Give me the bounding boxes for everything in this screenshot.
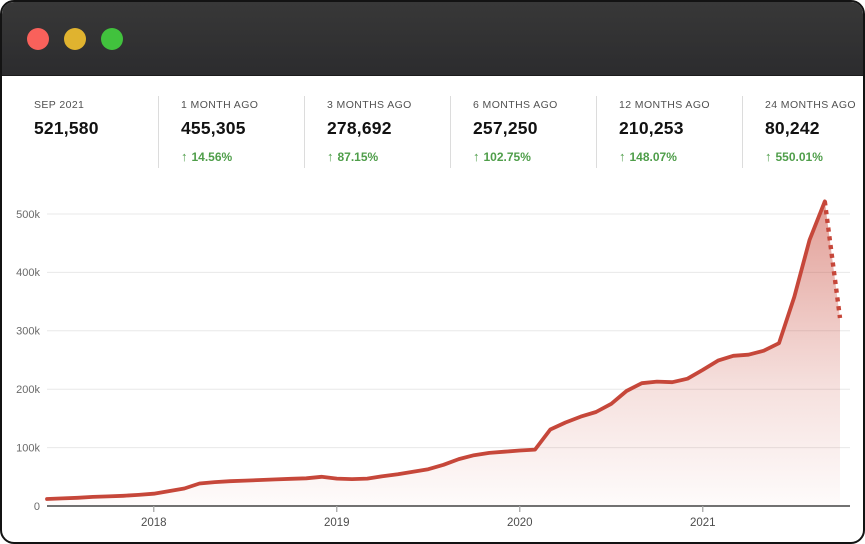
up-arrow-icon: ↑ [765, 149, 772, 164]
up-arrow-icon: ↑ [327, 149, 334, 164]
stat-card: 3 MONTHS AGO 278,692 ↑ 87.15% [304, 96, 450, 168]
y-axis-label: 400k [16, 267, 40, 279]
y-axis-label: 0 [34, 501, 40, 513]
stat-change: ↑ 148.07% [619, 149, 742, 164]
stat-period-label: 24 MONTHS AGO [765, 99, 856, 111]
chart-line [45, 199, 827, 501]
stat-change: ↑ 87.15% [327, 149, 450, 164]
stat-value: 257,250 [473, 118, 538, 138]
stat-period-label: 12 MONTHS AGO [619, 99, 710, 111]
stat-change-value: 14.56% [191, 150, 233, 164]
stat-value: 455,305 [181, 118, 246, 138]
stat-value: 210,253 [619, 118, 684, 138]
stat-change: ↑ 14.56% [181, 149, 304, 164]
up-arrow-icon: ↑ [181, 149, 188, 164]
stat-change-value: 148.07% [629, 150, 677, 164]
projection-dotted-line [822, 201, 843, 319]
x-axis-label: 2018 [141, 517, 167, 529]
window-titlebar [2, 2, 863, 76]
stat-change: ↑ 550.01% [765, 149, 863, 164]
stat-change: ↑ 102.75% [473, 149, 596, 164]
stat-card: 1 MONTH AGO 455,305 ↑ 14.56% [158, 96, 304, 168]
close-window-button[interactable] [27, 27, 49, 50]
minimize-window-button[interactable] [64, 27, 86, 50]
y-axis-label: 100k [16, 442, 40, 454]
stat-change-value: 87.15% [337, 150, 379, 164]
stat-card: 24 MONTHS AGO 80,242 ↑ 550.01% [742, 96, 863, 168]
chart-area-fill [47, 201, 840, 506]
stat-card: 12 MONTHS AGO 210,253 ↑ 148.07% [596, 96, 742, 168]
stat-value: 521,580 [34, 118, 99, 138]
stat-period-label: 3 MONTHS AGO [327, 99, 412, 111]
chart-area: 0 100k 200k 300k 400k 500k 2018 2019 2020 2021 [2, 182, 863, 542]
zoom-window-button[interactable] [101, 27, 123, 50]
y-axis-label: 200k [16, 384, 40, 396]
x-axis-label: 2020 [507, 517, 533, 529]
y-axis-label: 500k [16, 209, 40, 221]
stat-change-value: 550.01% [775, 150, 823, 164]
stat-period-label: 1 MONTH AGO [181, 99, 259, 111]
stat-card: 6 MONTHS AGO 257,250 ↑ 102.75% [450, 96, 596, 168]
stat-period-label: SEP 2021 [34, 99, 85, 111]
traffic-chart: 0 100k 200k 300k 400k 500k 2018 2019 2020 2021 [16, 199, 850, 529]
up-arrow-icon: ↑ [473, 149, 480, 164]
stat-period-label: 6 MONTHS AGO [473, 99, 558, 111]
x-axis-label: 2019 [324, 517, 350, 529]
stat-value: 80,242 [765, 118, 820, 138]
y-axis-label: 300k [16, 326, 40, 338]
x-axis-label: 2021 [690, 517, 716, 529]
stat-change-value: 102.75% [483, 150, 531, 164]
stats-row: SEP 2021 521,580 1 MONTH AGO 455,305 ↑ 14.56%… [34, 96, 857, 168]
stat-value: 278,692 [327, 118, 392, 138]
up-arrow-icon: ↑ [619, 149, 626, 164]
stat-card: SEP 2021 521,580 [34, 96, 158, 168]
